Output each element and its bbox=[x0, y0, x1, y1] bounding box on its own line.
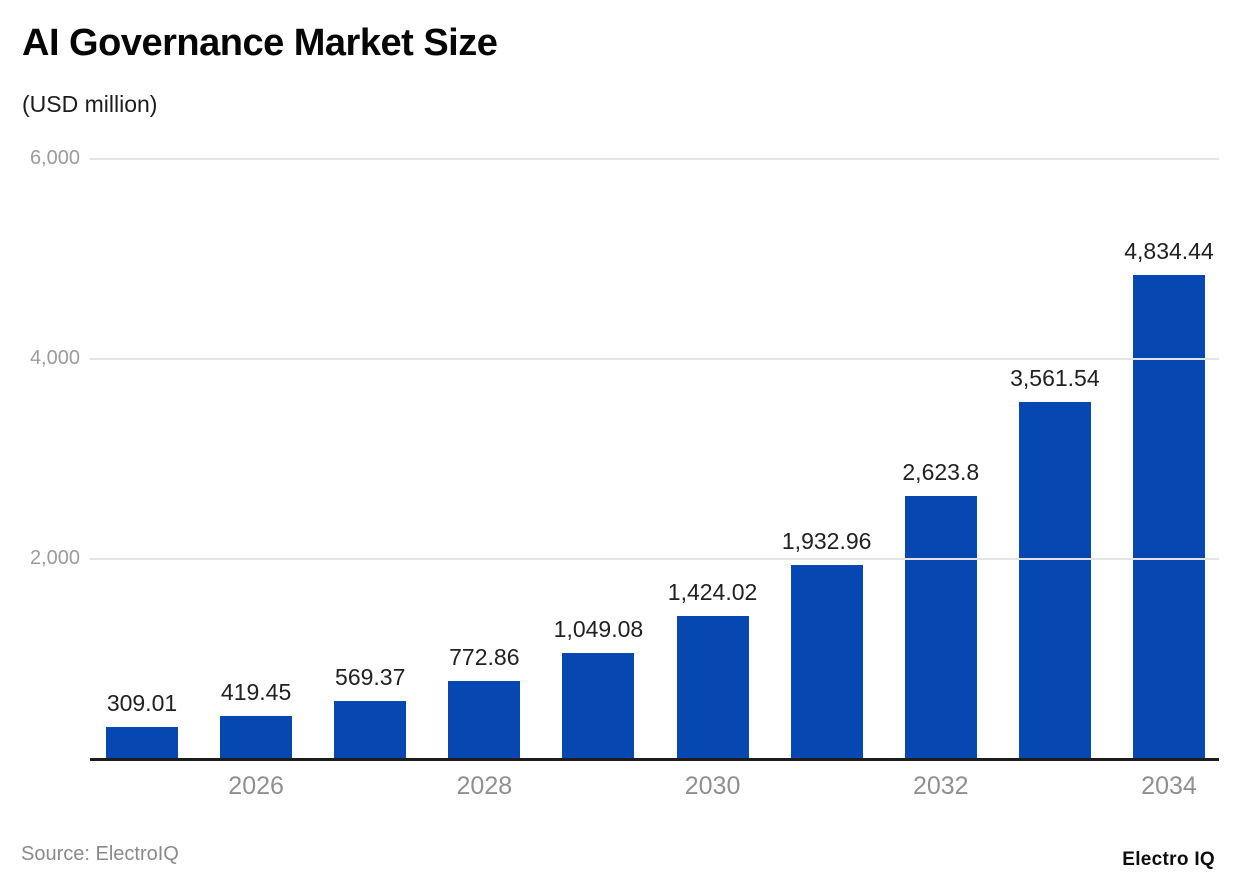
source-note: Source: ElectroIQ bbox=[21, 843, 179, 865]
bar-group: 4,834.44 2034 bbox=[1124, 158, 1214, 800]
brand-logo: Electro IQ bbox=[1122, 849, 1215, 870]
bar-group: 309.01 bbox=[106, 158, 178, 758]
chart-title: AI Governance Market Size bbox=[22, 22, 498, 64]
x-tick-label: 2028 bbox=[456, 772, 513, 800]
bar-2028 bbox=[448, 680, 521, 758]
bar-group: 419.45 2026 bbox=[220, 158, 293, 800]
gridline bbox=[90, 558, 1219, 560]
y-tick-label: 6,000 bbox=[29, 147, 80, 169]
bar-2025 bbox=[106, 727, 178, 758]
bar-2033 bbox=[1018, 401, 1091, 758]
bar-value-label: 309.01 bbox=[106, 690, 178, 717]
x-tick-label: 2032 bbox=[912, 772, 969, 800]
bar-value-label: 569.37 bbox=[335, 664, 406, 691]
bar-group: 3,561.54 bbox=[1010, 158, 1100, 758]
chart-subtitle: (USD million) bbox=[22, 91, 158, 117]
x-tick-label: 2030 bbox=[684, 772, 741, 800]
x-tick-label: 2034 bbox=[1141, 772, 1197, 800]
bar-2027 bbox=[334, 701, 407, 758]
bar-2031 bbox=[790, 564, 863, 758]
gridline bbox=[90, 158, 1219, 160]
bar-value-label: 1,049.08 bbox=[553, 616, 644, 643]
bar-group: 1,932.96 bbox=[782, 158, 871, 758]
bar-2032 bbox=[904, 495, 977, 758]
bar-group: 1,049.08 bbox=[554, 158, 643, 758]
bar-value-label: 1,932.96 bbox=[781, 527, 872, 554]
bar-value-label: 419.45 bbox=[220, 679, 292, 706]
bar-value-label: 1,424.02 bbox=[667, 578, 758, 605]
bar-2034 bbox=[1132, 274, 1205, 758]
bar-value-label: 2,623.8 bbox=[902, 458, 980, 485]
y-tick-label: 2,000 bbox=[29, 547, 80, 569]
bar-group: 569.37 bbox=[334, 158, 407, 758]
gridline bbox=[90, 358, 1219, 360]
bar-value-label: 4,834.44 bbox=[1124, 237, 1214, 264]
bar-2026 bbox=[220, 716, 293, 758]
bar-2030 bbox=[676, 615, 749, 758]
plot-area: 309.01 419.45 2026 569.37 772.86 2028 1,049.08… bbox=[90, 158, 1219, 800]
y-tick-label: 4,000 bbox=[29, 347, 80, 369]
bar-group: 1,424.02 2030 bbox=[668, 158, 758, 800]
bars-row: 309.01 419.45 2026 569.37 772.86 2028 1,049.08… bbox=[106, 158, 1214, 800]
bar-group: 2,623.8 2032 bbox=[902, 158, 980, 800]
bar-value-label: 3,561.54 bbox=[1010, 364, 1100, 391]
bar-2029 bbox=[562, 653, 635, 758]
bar-value-label: 772.86 bbox=[449, 643, 520, 670]
x-tick-label: 2026 bbox=[228, 772, 284, 800]
bar-group: 772.86 2028 bbox=[448, 158, 521, 800]
